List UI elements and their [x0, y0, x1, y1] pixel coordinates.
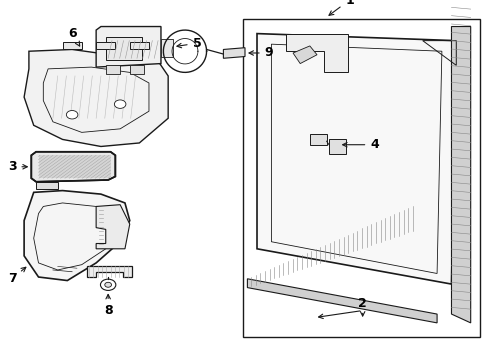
Polygon shape [36, 182, 58, 189]
Polygon shape [310, 134, 327, 145]
Text: 4: 4 [343, 138, 379, 151]
Bar [243, 19, 480, 337]
Polygon shape [87, 266, 132, 277]
Polygon shape [24, 49, 168, 147]
Text: 5: 5 [177, 37, 201, 50]
Polygon shape [257, 33, 456, 284]
Text: 3: 3 [8, 160, 27, 173]
Polygon shape [293, 46, 317, 64]
Polygon shape [247, 279, 437, 323]
Polygon shape [451, 27, 471, 323]
Circle shape [100, 279, 116, 291]
Text: 6: 6 [68, 27, 80, 46]
Text: 2: 2 [358, 297, 367, 310]
Polygon shape [130, 42, 149, 49]
Polygon shape [96, 42, 115, 49]
Circle shape [105, 282, 112, 287]
Polygon shape [31, 152, 115, 182]
Polygon shape [286, 33, 348, 72]
Text: 1: 1 [329, 0, 354, 15]
Polygon shape [96, 27, 161, 67]
Text: 8: 8 [104, 294, 113, 317]
Bar [39, 155, 111, 178]
Bar [106, 37, 142, 60]
Polygon shape [96, 205, 130, 249]
Polygon shape [329, 139, 346, 153]
Text: 7: 7 [8, 267, 26, 285]
Polygon shape [24, 190, 130, 280]
Circle shape [66, 111, 78, 119]
Text: 9: 9 [249, 46, 273, 59]
Polygon shape [223, 48, 245, 58]
Circle shape [114, 100, 126, 108]
Bar [106, 66, 120, 74]
Polygon shape [63, 42, 82, 49]
Bar [130, 66, 144, 74]
Bar [161, 39, 173, 57]
